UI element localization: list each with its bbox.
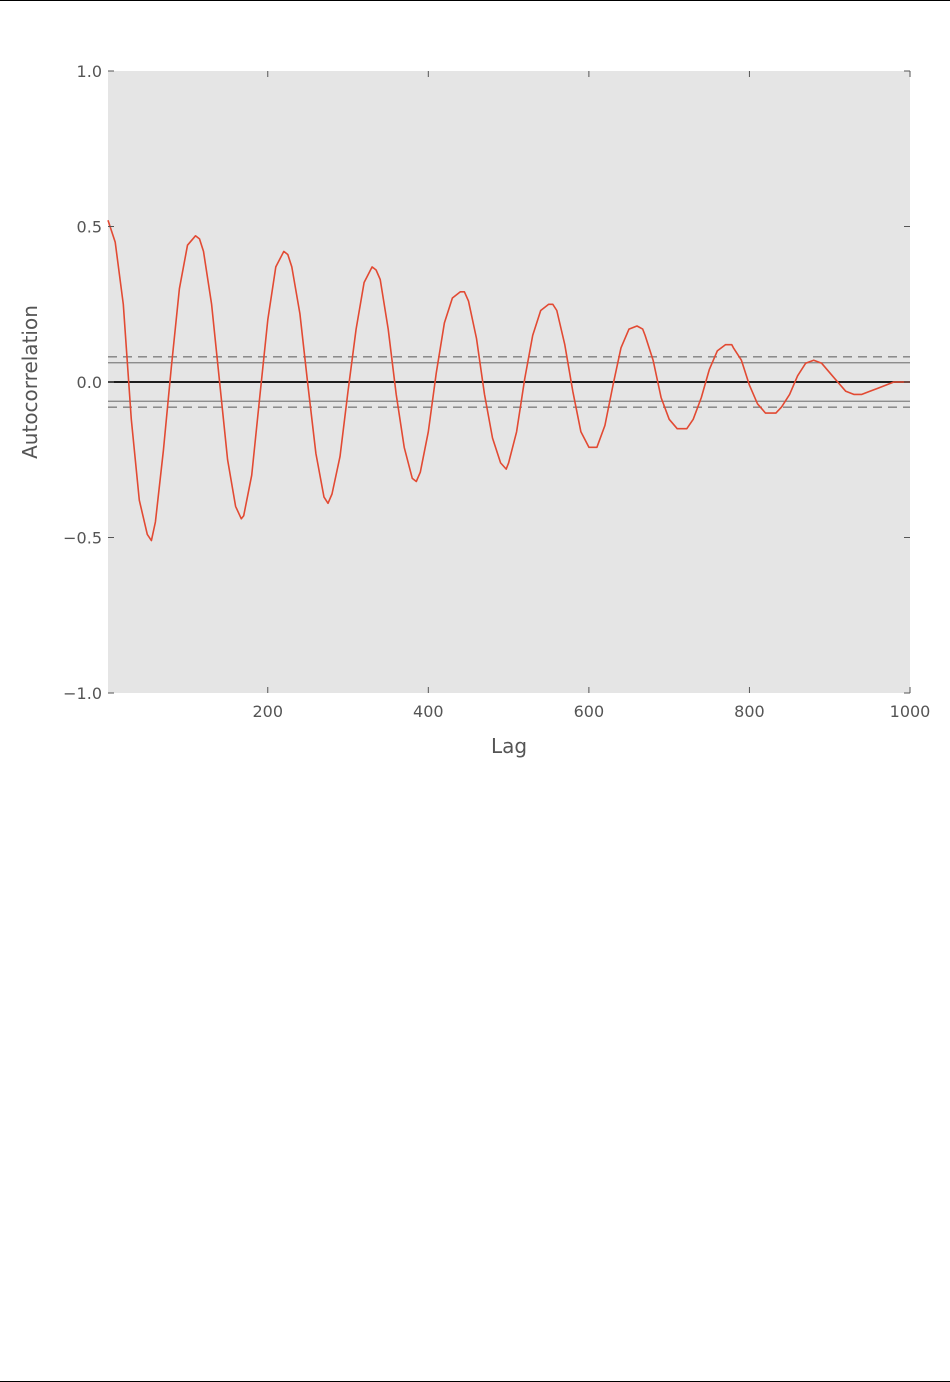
y-tick-label: 0.5: [77, 218, 102, 237]
x-tick-label: 600: [574, 702, 605, 721]
x-tick-label: 1000: [890, 702, 931, 721]
autocorrelation-chart: 200 400 600 800 1000 1.0 0.5 0.0 −0.5 −1.0 Lag Au…: [18, 62, 931, 758]
series-line: [107, 220, 910, 542]
y-tick-label: 1.0: [77, 62, 102, 81]
y-tick-label: −1.0: [63, 684, 102, 703]
x-tick-label: 400: [413, 702, 444, 721]
y-tick-label: −0.5: [63, 529, 102, 548]
x-axis-title: Lag: [491, 734, 527, 758]
y-tick-label: 0.0: [77, 373, 102, 392]
y-axis-title: Autocorrelation: [18, 305, 42, 459]
x-tick-label: 200: [252, 702, 283, 721]
x-tick-label: 800: [734, 702, 765, 721]
page-top-rule: [0, 0, 950, 1]
